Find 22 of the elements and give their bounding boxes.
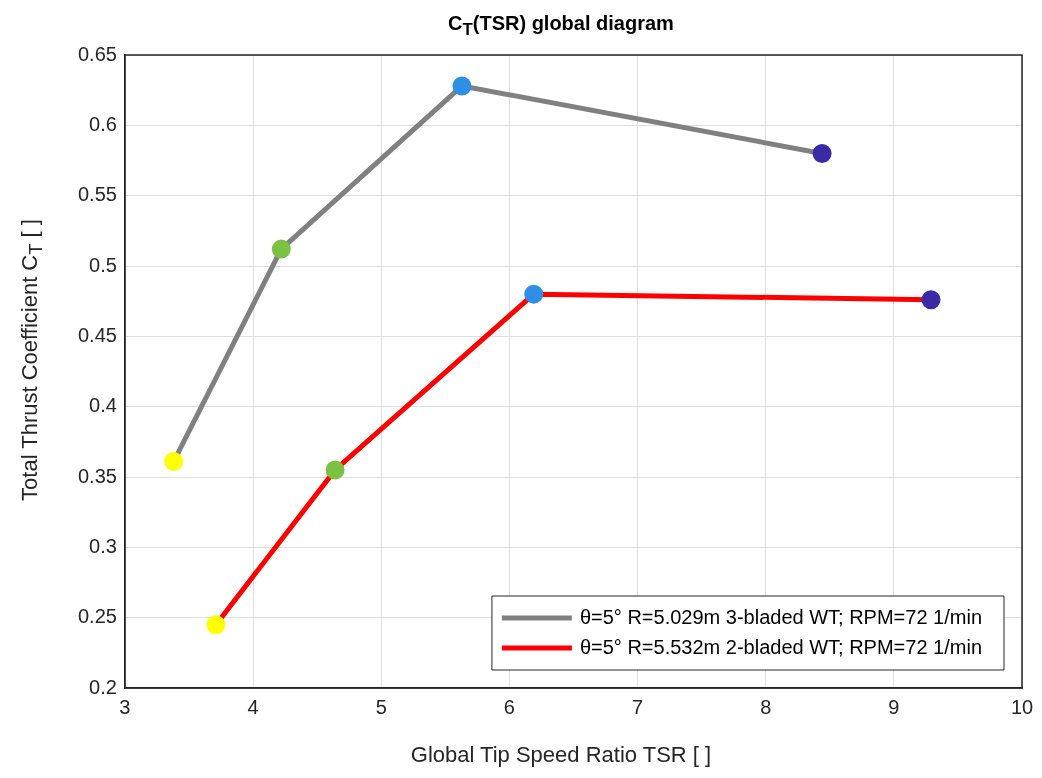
- y-tick-label: 0.3: [89, 534, 117, 557]
- x-tick-label: 5: [375, 695, 387, 718]
- y-tick-label: 0.35: [77, 464, 117, 487]
- x-tick-label: 7: [631, 695, 644, 718]
- y-tick-label: 0.25: [77, 605, 117, 628]
- y-tick-label: 0.4: [89, 394, 117, 417]
- y-tick-label: 0.5: [89, 253, 117, 276]
- x-axis-title: Global Tip Speed Ratio TSR [ ]: [409, 742, 713, 768]
- chart-title: C$_{T}$(TSR) global diagram: [447, 12, 675, 40]
- y-tick-label: 0.45: [77, 323, 117, 346]
- y-tick-label: 0.6: [89, 112, 117, 135]
- x-tick-label: 10: [1010, 695, 1034, 718]
- x-tick-label: 4: [247, 695, 259, 718]
- legend-label: θ=5° R=5.029m 3-bladed WT; RPM=72 1/min: [579, 605, 982, 628]
- y-tick-label: 0.2: [89, 675, 117, 698]
- legend-label: θ=5° R=5.532m 2-bladed WT; RPM=72 1/min: [579, 635, 982, 658]
- x-tick-label: 9: [888, 695, 900, 718]
- x-tick-label: 3: [119, 695, 131, 718]
- x-tick-label: 6: [503, 695, 515, 718]
- x-tick-label: 8: [760, 695, 772, 718]
- y-tick-label: 0.55: [77, 183, 117, 206]
- y-tick-label: 0.65: [77, 42, 117, 65]
